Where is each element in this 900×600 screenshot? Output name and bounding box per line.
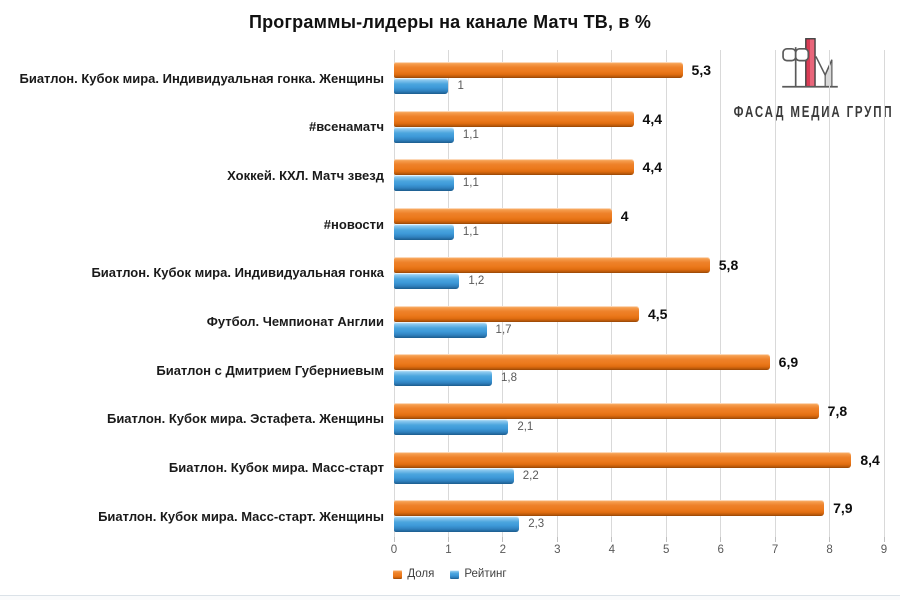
value-label-reiting: 1,1: [462, 226, 479, 239]
x-axis-tick-label: 9: [880, 544, 888, 556]
x-axis-tick: [720, 537, 722, 542]
bar-reiting: 2,2: [394, 467, 539, 484]
legend-item-reiting: Рейтинг: [450, 568, 507, 580]
bar-dolya: 6,9: [394, 354, 798, 371]
bar-reiting: 1: [394, 78, 464, 94]
dolya-swatch-icon: [393, 569, 403, 579]
x-axis-tick: [393, 537, 395, 542]
bar-reiting: 2,3: [394, 516, 544, 533]
gridline: [829, 50, 831, 537]
x-axis: 0 1 2 3 4 5 6 7 8 9: [391, 537, 887, 563]
x-axis-tick-label: 5: [663, 544, 670, 556]
gridline: [665, 50, 667, 537]
value-label-reiting: 2,3: [528, 518, 545, 531]
bar-dolya: 7,9: [394, 500, 853, 517]
x-axis-tick: [883, 537, 885, 542]
x-axis-tick-label: 7: [771, 544, 779, 556]
value-label-reiting: 1,1: [462, 177, 479, 190]
x-axis-tick-label: 2: [499, 544, 507, 556]
gridline: [502, 50, 504, 537]
category-label: #всенаматч: [308, 119, 384, 135]
image-bottom-border: [0, 595, 900, 600]
value-label-dolya: 6,9: [778, 354, 799, 371]
bar-dolya: 4,4: [394, 159, 662, 176]
bar-reiting: 1,1: [394, 224, 479, 241]
bar-reiting: 1,7: [394, 321, 512, 338]
category-label: Хоккей. КХЛ. Матч звезд: [227, 167, 384, 183]
bar-dolya: 4: [394, 208, 629, 225]
legend-label-dolya: Доля: [407, 568, 435, 580]
value-label-dolya: 8,4: [860, 451, 880, 468]
value-label-reiting: 1: [457, 80, 464, 92]
legend-label-reiting: Рейтинг: [464, 568, 507, 580]
value-label-reiting: 2,1: [517, 420, 534, 433]
bar-dolya: 7,8: [394, 402, 847, 419]
x-axis-tick-label: 1: [445, 544, 452, 556]
x-axis-tick-label: 4: [608, 544, 615, 556]
chart-title: Программы-лидеры на канале Матч ТВ, в %: [248, 12, 652, 32]
x-axis-tick: [829, 537, 831, 542]
x-axis-tick: [665, 537, 667, 542]
bar-dolya: 4,4: [394, 110, 662, 127]
bar-dolya: 4,5: [394, 305, 667, 322]
gridline: [447, 50, 449, 537]
value-label-dolya: 7,9: [833, 500, 853, 517]
gridline: [883, 50, 885, 537]
bar-reiting: 1,1: [394, 126, 479, 143]
bar-reiting: 1,2: [394, 272, 484, 289]
category-label: Биатлон с Дмитрием Губерниевым: [156, 362, 384, 378]
category-labels: Биатлон. Кубок мира. Индивидуальная гонк…: [0, 50, 385, 537]
bar-dolya: 5,3: [394, 62, 711, 78]
x-axis-tick: [447, 537, 449, 542]
category-label: Биатлон. Кубок мира. Эстафета. Женщины: [106, 411, 384, 427]
x-axis-tick: [556, 537, 558, 542]
value-label-dolya: 5,8: [718, 256, 739, 273]
reiting-swatch-icon: [450, 569, 460, 579]
value-label-reiting: 1,7: [495, 323, 512, 336]
company-name: ФАСАД МЕДИА ГРУПП: [733, 103, 894, 121]
value-label-reiting: 1,1: [462, 128, 479, 141]
x-axis-tick-label: 3: [554, 544, 561, 556]
value-label-dolya: 4,4: [642, 110, 663, 127]
value-label-dolya: 4,5: [648, 305, 668, 322]
category-label: Биатлон. Кубок мира. Индивидуальная гонк…: [91, 265, 384, 281]
legend-item-dolya: Доля: [393, 568, 434, 580]
category-label: Биатлон. Кубок мира. Индивидуальная гонк…: [19, 70, 384, 86]
x-axis-tick: [502, 537, 504, 542]
x-axis-tick-label: 0: [390, 544, 398, 556]
category-label: Футбол. Чемпионат Англии: [206, 314, 384, 329]
category-label: Биатлон. Кубок мира. Масс-старт: [168, 460, 384, 476]
x-axis-tick: [774, 537, 776, 542]
bar-reiting: 2,1: [394, 418, 533, 435]
value-label-reiting: 1,8: [501, 372, 517, 385]
value-label-reiting: 1,2: [468, 274, 485, 287]
bar-dolya: 8,4: [394, 451, 880, 468]
gridline: [774, 50, 776, 537]
gridline: [393, 50, 395, 537]
gridline: [720, 50, 722, 537]
legend: Доля Рейтинг: [0, 568, 900, 580]
x-axis-tick: [611, 537, 613, 542]
gridline: [556, 50, 558, 537]
bar-reiting: 1,1: [394, 175, 479, 192]
x-axis-tick-label: 6: [717, 544, 724, 556]
category-label: #новости: [323, 216, 384, 232]
plot-area: 5,3 1 4,4 1,1 4,4 1,1 4 1,1 5,8 1,2 4,5 1,7 6,9 1,8 7,…: [393, 50, 885, 537]
category-label: Биатлон. Кубок мира. Масс-старт. Женщины: [98, 508, 384, 524]
bar-dolya: 5,8: [394, 256, 738, 273]
gridline: [611, 50, 613, 537]
bar-reiting: 1,8: [394, 370, 517, 387]
value-label-reiting: 2,2: [522, 469, 539, 482]
value-label-dolya: 5,3: [691, 62, 712, 78]
value-label-dolya: 4,4: [642, 159, 663, 176]
value-label-dolya: 7,8: [827, 402, 848, 419]
value-label-dolya: 4: [620, 208, 629, 225]
x-axis-tick-label: 8: [826, 544, 833, 556]
